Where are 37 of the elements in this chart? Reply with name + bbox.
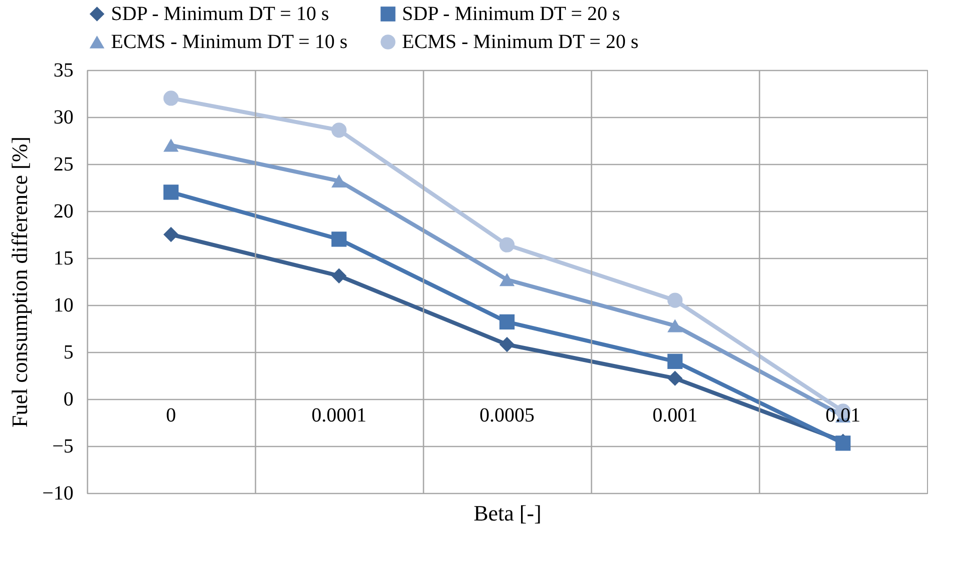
point bbox=[331, 268, 347, 284]
x-tick-label: 0.0001 bbox=[312, 404, 366, 426]
x-tick-label: 0.01 bbox=[826, 404, 860, 426]
y-tick-label: 30 bbox=[54, 106, 74, 128]
y-tick-label: 25 bbox=[54, 154, 74, 176]
point bbox=[667, 354, 683, 369]
y-tick-label: 35 bbox=[54, 60, 74, 82]
point bbox=[667, 319, 683, 332]
point bbox=[667, 370, 683, 386]
legend-label: ECMS - Minimum DT = 20 s bbox=[402, 31, 639, 53]
legend-label: SDP - Minimum DT = 10 s bbox=[111, 3, 330, 25]
y-tick-label: 5 bbox=[64, 342, 74, 364]
y-axis-title: Fuel consumption difference [%] bbox=[7, 136, 32, 428]
y-tick-label: 10 bbox=[54, 294, 74, 316]
point bbox=[163, 184, 179, 200]
legend-label: ECMS - Minimum DT = 10 s bbox=[111, 31, 348, 53]
x-tick-label: 0 bbox=[166, 404, 176, 426]
point bbox=[163, 226, 179, 242]
x-tick-label: 0.001 bbox=[652, 404, 698, 426]
x-tick-label: 0.0005 bbox=[480, 404, 534, 426]
y-tick-label: −10 bbox=[42, 482, 74, 504]
y-tick-label: −5 bbox=[52, 436, 74, 458]
point bbox=[163, 138, 179, 152]
y-tick-label: 15 bbox=[54, 248, 74, 270]
point bbox=[499, 314, 515, 330]
y-tick-label: 0 bbox=[64, 388, 74, 410]
point bbox=[667, 292, 683, 308]
point bbox=[331, 174, 347, 188]
legend-label: SDP - Minimum DT = 20 s bbox=[402, 3, 620, 25]
point bbox=[163, 90, 179, 106]
point bbox=[331, 122, 347, 138]
point bbox=[331, 232, 347, 247]
point bbox=[499, 336, 515, 352]
point bbox=[499, 273, 515, 286]
x-axis-title: Beta [-] bbox=[474, 500, 542, 526]
y-tick-label: 20 bbox=[54, 200, 74, 222]
point bbox=[499, 237, 515, 252]
